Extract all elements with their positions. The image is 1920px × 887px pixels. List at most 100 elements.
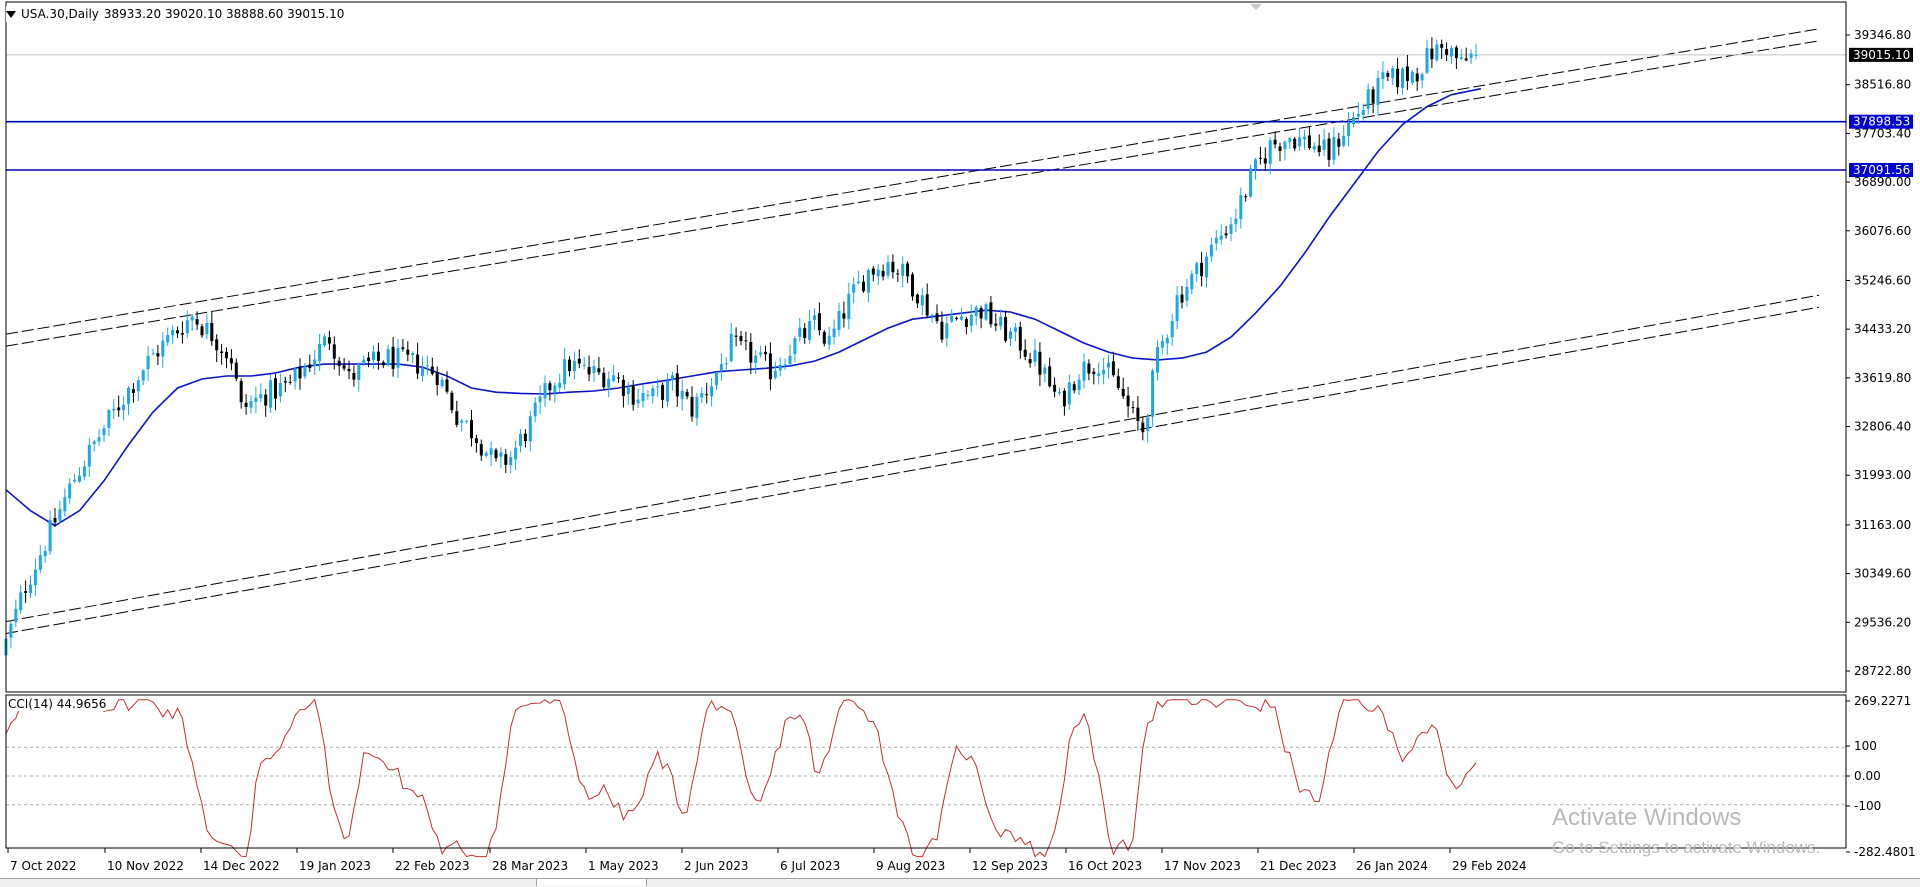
candle [381,360,385,369]
date-tick-label: 16 Oct 2023 [1068,859,1142,873]
candle-body [1239,195,1243,219]
candle-body [577,358,581,364]
candle [1229,217,1233,242]
level-tag[interactable] [1849,163,1913,178]
candle-body [813,315,816,320]
candle [631,380,635,411]
candle-body [274,378,277,399]
candle-body [940,321,944,340]
channel-line-3[interactable] [6,294,1820,622]
candle [234,358,238,382]
candle-body [798,327,802,337]
activate-windows-subtitle: Go to Settings to activate Windows. [1552,838,1821,857]
candle-body [1219,235,1223,240]
candle [1288,136,1292,150]
candle-body [1013,327,1017,332]
candle [1366,83,1370,115]
candle [166,327,170,346]
candle [656,378,660,397]
candle-body [1009,331,1012,339]
candle-body [597,368,601,373]
candle-body [190,316,194,321]
candle [1048,357,1052,388]
price-tick-label: 34433.20 [1854,322,1911,336]
candle [269,374,273,414]
candle-body [401,347,405,349]
price-tick-label: 37703.40 [1854,126,1911,140]
candle [1283,140,1287,161]
chart-tab-active[interactable] [536,879,647,886]
candle [1126,386,1130,418]
candle [1307,126,1311,150]
candle-body [925,294,929,316]
candle [960,307,963,321]
candle-body [979,308,983,319]
candle [87,438,91,477]
candle [945,315,949,347]
channel-line-1[interactable] [6,28,1820,335]
candle-body [465,420,469,422]
channel-line-4[interactable] [6,306,1820,634]
candle-body [1072,384,1076,391]
candle [729,322,733,363]
candle-body [489,448,493,455]
chart-tab-bar[interactable] [0,878,1920,887]
candle-body [592,366,596,373]
candle [1038,342,1042,387]
candle-body [1273,139,1277,145]
candle-body [19,592,23,611]
channel-lines[interactable] [6,28,1820,634]
date-axis[interactable]: 7 Oct 2022 10 Nov 2022 14 Dec 2022 19 Jan 2… [7,848,1527,873]
candle-body [1327,138,1331,160]
candle-body [288,381,292,383]
candle [817,302,821,336]
candle-body [837,310,841,330]
level-tag[interactable] [1849,114,1913,129]
candle-body [548,383,552,391]
candle-body [822,332,826,344]
candle-body [1386,73,1390,77]
candle [122,396,126,421]
date-tick-label: 26 Jan 2024 [1356,859,1428,873]
candle-body [759,352,763,355]
candle [308,354,312,373]
candle-body [1165,337,1169,344]
candle-body [308,364,312,368]
candle-body [479,444,483,456]
candle [1298,128,1302,151]
candle-body [200,326,204,336]
candle [440,376,444,389]
candle-body [1156,347,1159,373]
candle-body [1116,376,1120,388]
candle [969,304,973,333]
candle-body [1067,382,1071,405]
candle [249,395,253,414]
candle [146,346,150,381]
candle [1028,352,1032,368]
price-axis[interactable]: 39346.80 38516.80 37703.40 36890.00 36076.60… [1846,28,1913,678]
candle-body [127,387,130,404]
candle-body [430,366,434,374]
chart-title[interactable]: USA.30,Daily 38933.20 39020.10 38888.60 … [6,6,345,22]
candle-body [1209,244,1213,257]
candle [362,355,366,367]
candle [700,387,704,404]
horizontal-levels[interactable] [6,120,1846,171]
candle [1459,49,1463,61]
candle [572,351,576,380]
candle [1396,57,1400,95]
dropdown-triangle-icon[interactable] [6,10,16,18]
candle [1327,132,1331,167]
candle [386,344,390,367]
candle-body [964,318,968,327]
current-price-tag[interactable] [1849,47,1913,62]
candle [430,357,434,376]
candle-body [1263,158,1267,164]
candles [4,37,1478,668]
candle [558,373,562,393]
candle [999,309,1003,331]
candle-body [1107,362,1110,368]
candle [1410,69,1414,85]
channel-line-2[interactable] [6,40,1820,347]
